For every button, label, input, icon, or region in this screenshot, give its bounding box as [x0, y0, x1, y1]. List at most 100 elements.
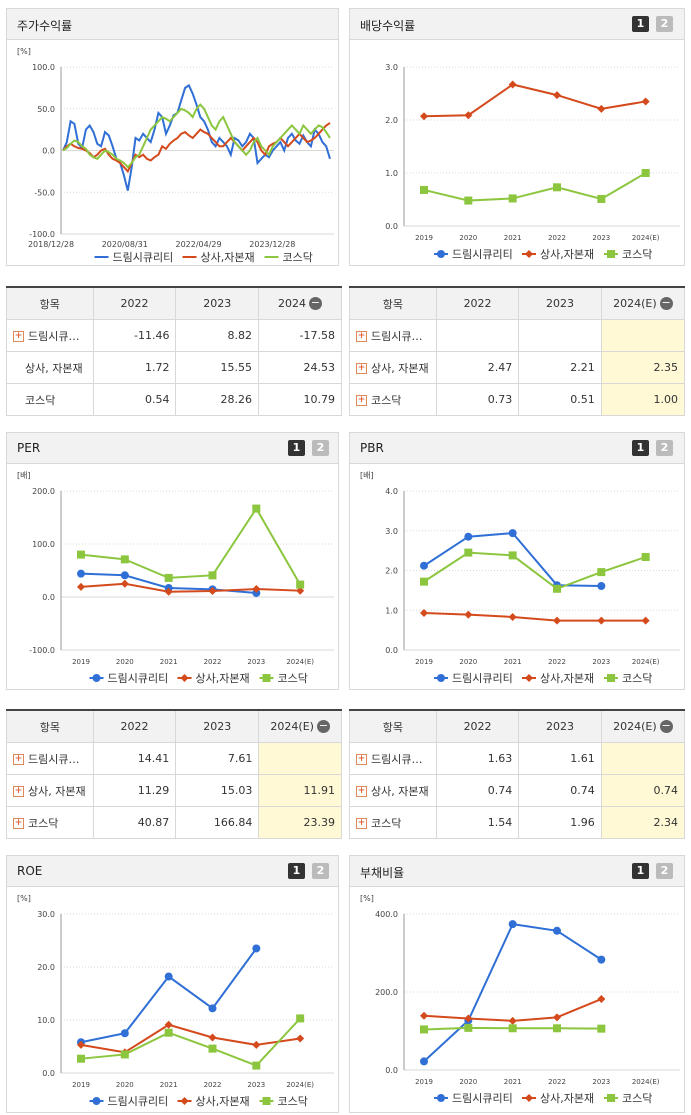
data-point — [553, 1024, 561, 1033]
series-line — [423, 172, 647, 202]
data-point — [597, 104, 606, 113]
data-point — [252, 504, 261, 513]
table-cell: 166.84 — [175, 806, 260, 839]
data-point — [164, 1020, 173, 1029]
x-tick-label: 2022 — [204, 1081, 222, 1089]
data-point — [296, 1014, 305, 1023]
expand-plus-icon[interactable]: + — [356, 818, 367, 829]
per-panel: PER 1 2 [배] 200.0 100.0 0.0 -100.0 2019 2020 20… — [6, 432, 339, 690]
data-point — [641, 97, 650, 106]
data-point — [464, 532, 473, 541]
chart-toggle-2-button[interactable]: 2 — [312, 440, 329, 456]
table-cell: 1.72 — [92, 351, 177, 384]
x-tick-label: 2023 — [247, 1081, 265, 1089]
expand-plus-icon[interactable]: + — [13, 818, 24, 829]
expand-plus-icon[interactable]: + — [13, 786, 24, 797]
x-tick-label: 2022 — [548, 658, 566, 666]
data-point — [120, 1029, 129, 1038]
column-header-label: 항목 — [39, 720, 61, 734]
table-cell: 14.41 — [92, 742, 177, 775]
chart-toggle-1-button[interactable]: 1 — [288, 440, 305, 456]
table-cell: 8.82 — [175, 319, 260, 352]
pbr-panel: PBR 1 2 [배] 4.0 3.0 2.0 1.0 0.0 2019 2020 2021 20… — [349, 432, 685, 690]
collapse-minus-icon[interactable]: − — [309, 296, 322, 311]
row-name: 상사, 자본재 — [28, 784, 86, 798]
chart-toggle-1-button[interactable]: 1 — [288, 863, 305, 879]
collapse-minus-icon[interactable]: − — [316, 719, 330, 734]
expand-plus-icon[interactable]: + — [356, 331, 367, 342]
legend-label: 상사,자본재 — [540, 248, 594, 261]
table-cell: 1.61 — [518, 742, 602, 775]
table-cell: 15.55 — [175, 351, 260, 384]
y-tick-label: 10.0 — [37, 1016, 55, 1025]
y-tick-label: 1.0 — [385, 169, 398, 178]
data-point — [464, 111, 473, 120]
data-point — [77, 1040, 85, 1049]
data-point — [464, 1023, 473, 1032]
y-tick-label: 100.0 — [32, 540, 55, 549]
x-tick-label: 2023 — [247, 658, 265, 666]
legend-marker — [607, 674, 615, 682]
chart-toggle-2-button[interactable]: 2 — [656, 440, 673, 456]
table-cell: 2.34 — [600, 806, 686, 839]
row-name-cell: + 상사, 자본재 — [349, 351, 437, 384]
legend-label: 코스닥 — [283, 251, 313, 264]
data-point — [252, 944, 261, 953]
x-tick-label: 2021 — [504, 234, 522, 242]
expand-plus-icon[interactable]: + — [356, 786, 367, 797]
collapse-minus-icon[interactable]: − — [659, 296, 673, 311]
table-row: + 상사, 자본재 2.47 2.21 2.35 — [349, 351, 686, 384]
chart-toggle-2-button[interactable]: 2 — [656, 16, 673, 32]
data-point — [164, 573, 173, 582]
expand-plus-icon[interactable]: + — [356, 363, 367, 374]
column-header: 2024(E) − — [600, 710, 686, 743]
row-name: 드림시큐… — [28, 752, 80, 766]
y-tick-label: 0.0 — [385, 1066, 398, 1075]
expand-plus-icon[interactable]: + — [13, 754, 24, 765]
chart-toggle-1-button[interactable]: 1 — [632, 16, 649, 32]
y-tick-label: 20.0 — [37, 963, 55, 972]
row-name-cell: + 상사, 자본재 — [349, 774, 437, 807]
row-name-cell: + 드림시큐… — [6, 742, 94, 775]
row-name: 코스닥 — [371, 393, 402, 407]
table-row: + 상사, 자본재 0.74 0.74 0.74 — [349, 774, 686, 807]
chart-toggle-1-button[interactable]: 1 — [632, 863, 649, 879]
legend-marker — [180, 1097, 189, 1105]
data-point — [508, 194, 517, 203]
data-point — [553, 183, 561, 192]
data-point — [508, 613, 517, 622]
series-line — [80, 1017, 301, 1067]
table-cell: 2.35 — [600, 351, 686, 384]
expand-plus-icon[interactable]: + — [13, 331, 24, 342]
panel-header: 배당수익률 1 2 — [350, 9, 684, 40]
row-name-cell: + 코스닥 — [349, 806, 437, 839]
chart-toggle-2-button[interactable]: 2 — [312, 863, 329, 879]
data-point — [420, 609, 428, 618]
x-tick-label: 2020/08/31 — [102, 240, 148, 249]
legend-label: 코스닥 — [622, 1092, 652, 1105]
column-header-label: 항목 — [39, 297, 60, 311]
panel-header: PBR 1 2 — [350, 433, 684, 464]
column-header: 2023 — [518, 710, 602, 743]
chart-toggle-1-button[interactable]: 1 — [632, 440, 649, 456]
chart-toggle-2-button[interactable]: 2 — [656, 863, 673, 879]
expand-plus-icon[interactable]: + — [356, 754, 367, 765]
column-header: 2023 — [175, 710, 260, 743]
data-point — [597, 582, 606, 591]
data-point — [77, 569, 85, 578]
data-point — [420, 185, 428, 194]
data-point — [208, 571, 217, 580]
y-tick-label: -100.0 — [29, 230, 55, 239]
collapse-minus-icon[interactable]: − — [659, 719, 673, 734]
table-cell: 0.54 — [92, 383, 177, 416]
series-line — [423, 83, 646, 118]
data-point — [420, 1025, 428, 1034]
expand-plus-icon[interactable]: + — [356, 395, 367, 406]
data-point — [252, 1040, 261, 1049]
table-row: + 드림시큐… 1.63 1.61 — [349, 742, 686, 775]
legend-marker — [180, 674, 189, 682]
row-name-cell: 코스닥 — [6, 383, 94, 416]
panel-title: 배당수익률 — [360, 19, 416, 33]
data-point — [252, 1061, 261, 1070]
